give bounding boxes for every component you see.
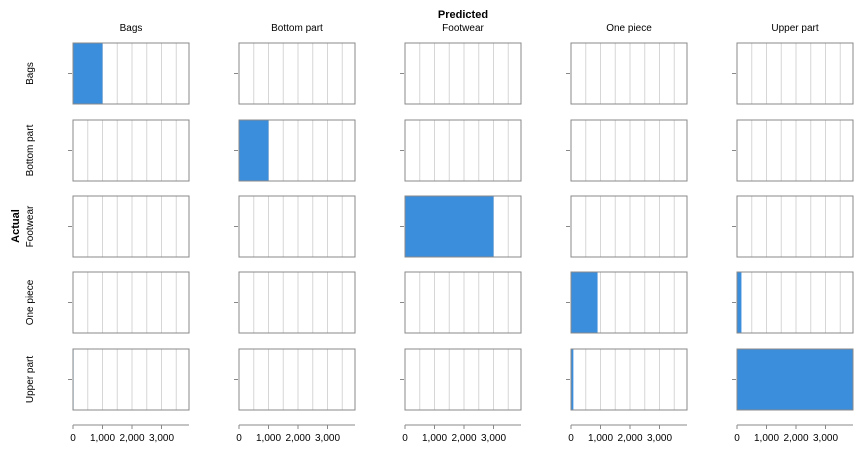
panel-upper-part-bags xyxy=(68,348,190,411)
x-axis-bags: 0 1,000 2,000 3,000 xyxy=(70,424,189,444)
x-tick-label: 2,000 xyxy=(783,433,808,444)
panel-frame xyxy=(238,348,356,411)
column-label-footwear: Footwear xyxy=(442,23,484,34)
panel-frame xyxy=(238,271,356,334)
row-label-bags: Bags xyxy=(25,62,36,85)
panel-frame xyxy=(570,119,688,182)
row-label-one-piece: One piece xyxy=(25,279,36,325)
x-tick-label: 0 xyxy=(402,433,408,444)
x-tick-label: 2,000 xyxy=(451,433,476,444)
x-tick-label: 0 xyxy=(568,433,574,444)
x-tick-label: 1,000 xyxy=(90,433,115,444)
x-tick-label: 2,000 xyxy=(285,433,310,444)
x-tick-label: 3,000 xyxy=(647,433,672,444)
bar-bags-bags xyxy=(73,43,103,104)
panel-footwear-footwear xyxy=(400,195,522,258)
column-label-one-piece: One piece xyxy=(606,23,652,34)
panel-frame xyxy=(72,42,190,105)
row-label-footwear: Footwear xyxy=(25,205,36,247)
panel-frame xyxy=(404,42,522,105)
x-tick-label: 0 xyxy=(236,433,242,444)
panel-bags-footwear xyxy=(400,42,522,105)
panel-frame xyxy=(736,195,854,258)
panel-frame xyxy=(238,42,356,105)
panel-frame xyxy=(404,119,522,182)
panels-layer: Bags Bottom part Footwear One piece Upper pa… xyxy=(25,23,854,444)
panel-footwear-upper-part xyxy=(732,195,854,258)
panel-frame xyxy=(570,348,688,411)
panel-one-piece-bags xyxy=(68,271,190,334)
panel-upper-part-upper-part xyxy=(732,348,854,411)
panel-frame xyxy=(570,271,688,334)
bar-one-piece-upper-part xyxy=(737,272,742,333)
panel-bags-one-piece xyxy=(566,42,688,105)
panel-bottom-part-one-piece xyxy=(566,119,688,182)
x-axis-bottom-part: 0 1,000 2,000 3,000 xyxy=(236,424,355,444)
x-axis-one-piece: 0 1,000 2,000 3,000 xyxy=(568,424,687,444)
x-tick-label: 1,000 xyxy=(754,433,779,444)
panel-frame xyxy=(736,348,854,411)
panel-frame xyxy=(72,348,190,411)
x-tick-label: 2,000 xyxy=(617,433,642,444)
panel-frame xyxy=(238,119,356,182)
panel-frame xyxy=(404,195,522,258)
panel-footwear-bags xyxy=(68,195,190,258)
panel-bottom-part-upper-part xyxy=(732,119,854,182)
panel-bags-upper-part xyxy=(732,42,854,105)
column-label-bags: Bags xyxy=(120,23,143,34)
panel-one-piece-one-piece xyxy=(566,271,688,334)
panel-frame xyxy=(736,119,854,182)
panel-frame xyxy=(570,195,688,258)
x-tick-label: 0 xyxy=(734,433,740,444)
panel-frame xyxy=(238,195,356,258)
row-label-bottom-part: Bottom part xyxy=(25,124,36,176)
panel-one-piece-bottom-part xyxy=(234,271,356,334)
panel-one-piece-upper-part xyxy=(732,271,854,334)
bar-upper-part-one-piece xyxy=(571,349,574,410)
chart-title: Predicted xyxy=(438,9,488,21)
x-tick-label: 1,000 xyxy=(588,433,613,444)
row-label-upper-part: Upper part xyxy=(25,356,36,403)
panel-upper-part-footwear xyxy=(400,348,522,411)
panel-footwear-bottom-part xyxy=(234,195,356,258)
x-tick-label: 1,000 xyxy=(422,433,447,444)
panel-bottom-part-bags xyxy=(68,119,190,182)
panel-footwear-one-piece xyxy=(566,195,688,258)
panel-bottom-part-bottom-part xyxy=(234,119,356,182)
column-label-bottom-part: Bottom part xyxy=(271,23,323,34)
x-tick-label: 0 xyxy=(70,433,76,444)
x-axis-upper-part: 0 1,000 2,000 3,000 xyxy=(734,424,853,444)
bar-one-piece-one-piece xyxy=(571,272,598,333)
panel-bottom-part-footwear xyxy=(400,119,522,182)
x-tick-label: 3,000 xyxy=(315,433,340,444)
bar-upper-part-upper-part xyxy=(737,349,853,410)
x-tick-label: 3,000 xyxy=(813,433,838,444)
column-label-upper-part: Upper part xyxy=(771,23,818,34)
panel-upper-part-one-piece xyxy=(566,348,688,411)
panel-frame xyxy=(72,195,190,258)
panel-one-piece-footwear xyxy=(400,271,522,334)
panel-upper-part-bottom-part xyxy=(234,348,356,411)
panel-frame xyxy=(72,271,190,334)
panel-frame xyxy=(72,119,190,182)
x-tick-label: 3,000 xyxy=(149,433,174,444)
panel-frame xyxy=(570,42,688,105)
x-axis-footwear: 0 1,000 2,000 3,000 xyxy=(402,424,521,444)
bar-bottom-part-bottom-part xyxy=(239,120,269,181)
x-tick-label: 1,000 xyxy=(256,433,281,444)
panel-bags-bags xyxy=(68,42,190,105)
bar-footwear-footwear xyxy=(405,196,494,257)
panel-frame xyxy=(736,271,854,334)
panel-bags-bottom-part xyxy=(234,42,356,105)
x-tick-label: 2,000 xyxy=(119,433,144,444)
y-axis-title: Actual xyxy=(10,209,22,243)
panel-frame xyxy=(404,348,522,411)
panel-frame xyxy=(404,271,522,334)
x-tick-label: 3,000 xyxy=(481,433,506,444)
panel-frame xyxy=(736,42,854,105)
